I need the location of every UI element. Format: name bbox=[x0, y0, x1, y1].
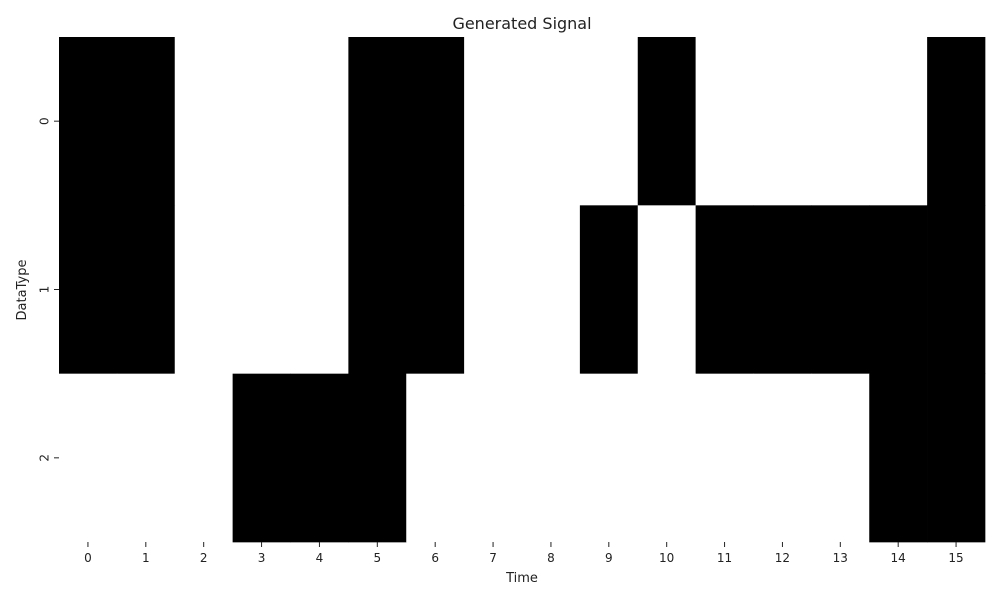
y-tick-label: 2 bbox=[38, 454, 52, 462]
heatmap-cell bbox=[464, 37, 523, 206]
heatmap-cell bbox=[637, 37, 696, 206]
chart-title: Generated Signal bbox=[452, 14, 591, 33]
heatmap-cell bbox=[522, 373, 581, 543]
heatmap-cell bbox=[59, 373, 118, 543]
heatmap-cell bbox=[579, 373, 639, 543]
x-tick-label: 3 bbox=[258, 551, 266, 565]
x-tick-label: 9 bbox=[605, 551, 613, 565]
x-tick-label: 2 bbox=[200, 551, 208, 565]
x-tick-label: 5 bbox=[373, 551, 381, 565]
x-axis-ticks: 0 1 2 3 4 5 6 7 8 9 10 11 12 13 14 15 bbox=[84, 542, 964, 565]
heatmap-cell bbox=[522, 37, 581, 206]
heatmap-cell bbox=[753, 205, 812, 375]
heatmap-cell bbox=[232, 373, 291, 543]
heatmap-cell bbox=[59, 37, 118, 206]
x-tick-label: 6 bbox=[431, 551, 439, 565]
heatmap-cell bbox=[232, 205, 291, 375]
heatmap-cell bbox=[927, 37, 986, 206]
heatmap-cell bbox=[522, 205, 581, 375]
y-axis-label: DataType bbox=[15, 260, 30, 321]
heatmap-cell bbox=[174, 373, 233, 543]
x-tick-label: 14 bbox=[891, 551, 906, 565]
heatmap-cell bbox=[695, 373, 754, 543]
heatmap-cell bbox=[406, 373, 465, 543]
heatmap-cell bbox=[348, 37, 407, 206]
x-tick-label: 4 bbox=[316, 551, 324, 565]
heatmap-cell bbox=[348, 373, 407, 543]
heatmap-cells bbox=[59, 37, 986, 543]
heatmap-cell bbox=[695, 37, 754, 206]
x-tick-label: 8 bbox=[547, 551, 555, 565]
heatmap-cell bbox=[927, 205, 986, 375]
x-tick-label: 0 bbox=[84, 551, 92, 565]
heatmap-cell bbox=[464, 205, 523, 375]
heatmap-cell bbox=[406, 205, 465, 375]
x-tick-label: 13 bbox=[833, 551, 848, 565]
heatmap-cell bbox=[232, 37, 291, 206]
heatmap-cell bbox=[464, 373, 523, 543]
heatmap-cell bbox=[579, 37, 639, 206]
x-tick-label: 12 bbox=[775, 551, 790, 565]
heatmap-cell bbox=[811, 37, 870, 206]
heatmap-cell bbox=[811, 205, 870, 375]
x-tick-label: 7 bbox=[489, 551, 497, 565]
x-tick-label: 10 bbox=[659, 551, 674, 565]
heatmap-cell bbox=[869, 373, 928, 543]
heatmap-cell bbox=[927, 373, 986, 543]
heatmap-cell bbox=[116, 373, 176, 543]
heatmap-cell bbox=[811, 373, 870, 543]
heatmap-cell bbox=[753, 37, 812, 206]
heatmap-cell bbox=[753, 373, 812, 543]
x-tick-label: 1 bbox=[142, 551, 150, 565]
heatmap-cell bbox=[116, 205, 176, 375]
heatmap-cell bbox=[116, 37, 176, 206]
heatmap-cell bbox=[406, 37, 465, 206]
y-axis-ticks: 0 1 2 bbox=[38, 117, 59, 462]
heatmap-cell bbox=[637, 373, 696, 543]
y-tick-label: 1 bbox=[38, 286, 52, 294]
heatmap-cell bbox=[174, 205, 233, 375]
x-tick-label: 15 bbox=[948, 551, 963, 565]
heatmap-cell bbox=[579, 205, 639, 375]
y-tick-label: 0 bbox=[38, 117, 52, 125]
heatmap-cell bbox=[290, 37, 349, 206]
heatmap-cell bbox=[637, 205, 696, 375]
heatmap-cell bbox=[695, 205, 754, 375]
heatmap-cell bbox=[290, 205, 349, 375]
x-axis-label: Time bbox=[505, 571, 538, 586]
x-tick-label: 11 bbox=[717, 551, 732, 565]
heatmap-cell bbox=[348, 205, 407, 375]
heatmap-cell bbox=[869, 37, 928, 206]
heatmap-cell bbox=[869, 205, 928, 375]
heatmap-cell bbox=[290, 373, 349, 543]
heatmap-cell bbox=[59, 205, 118, 375]
heatmap-cell bbox=[174, 37, 233, 206]
